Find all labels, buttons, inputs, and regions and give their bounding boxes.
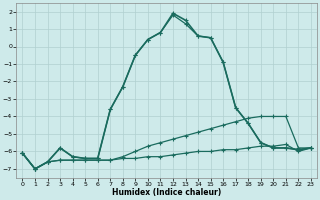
X-axis label: Humidex (Indice chaleur): Humidex (Indice chaleur) <box>112 188 221 197</box>
